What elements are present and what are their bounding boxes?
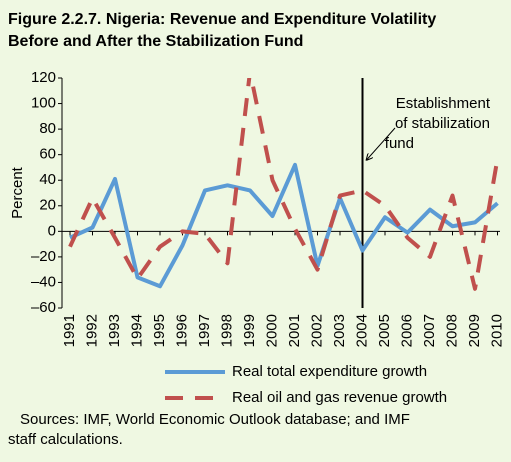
- y-tick-label: –40: [31, 273, 56, 290]
- y-tick-label: 20: [39, 197, 56, 214]
- x-tick-label: 2002: [308, 314, 325, 347]
- y-tick-label: 80: [39, 120, 56, 137]
- x-tick-label: 2010: [488, 314, 505, 347]
- y-tick-label: 120: [31, 69, 56, 86]
- x-tick-label: 2003: [331, 314, 348, 347]
- x-tick-label: 1994: [128, 314, 145, 347]
- x-tick-label: 1991: [61, 314, 78, 347]
- x-tick-label: 1995: [151, 314, 168, 347]
- x-tick-label: 2006: [398, 314, 415, 347]
- x-tick-label: 1997: [196, 314, 213, 347]
- x-tick-label: 1998: [218, 314, 235, 347]
- chart-title: Figure 2.2.7. Nigeria: Revenue and Expen…: [8, 11, 436, 28]
- x-tick-label: 1993: [106, 314, 123, 347]
- x-tick-label: 2009: [466, 314, 483, 347]
- x-tick-label: 2007: [421, 314, 438, 347]
- plot: [68, 78, 500, 291]
- annotation: of stabilization: [395, 115, 490, 132]
- x-tick-label: 1999: [241, 314, 258, 347]
- source: staff calculations.: [8, 431, 123, 448]
- series-line: [68, 78, 500, 291]
- x-tick-label: 2005: [376, 314, 393, 347]
- x-tick-label: 2004: [353, 314, 370, 347]
- x-tick-label: 2001: [286, 314, 303, 347]
- x-tick-label: 2000: [263, 314, 280, 347]
- y-tick-label: 0: [48, 222, 56, 239]
- y-tick-label: –20: [31, 248, 56, 265]
- y-tick-label: 100: [31, 95, 56, 112]
- legend-label: Real oil and gas revenue growth: [232, 389, 447, 406]
- chart-title: Before and After the Stabilization Fund: [8, 33, 303, 50]
- y-tick-label: –60: [31, 299, 56, 316]
- y-tick-label: 40: [39, 171, 56, 188]
- y-tick-label: 60: [39, 146, 56, 163]
- annotation: Establishment: [396, 95, 491, 112]
- x-tick-label: 1992: [83, 314, 100, 347]
- y-axis-label: Percent: [9, 166, 26, 219]
- source: Sources: IMF, World Economic Outlook dat…: [20, 411, 410, 428]
- annotation: fund: [385, 135, 414, 152]
- legend-label: Real total expenditure growth: [232, 363, 427, 380]
- annotation-arrow: [367, 127, 396, 160]
- x-tick-label: 2008: [443, 314, 460, 347]
- x-tick-label: 1996: [173, 314, 190, 347]
- series-line: [69, 162, 499, 289]
